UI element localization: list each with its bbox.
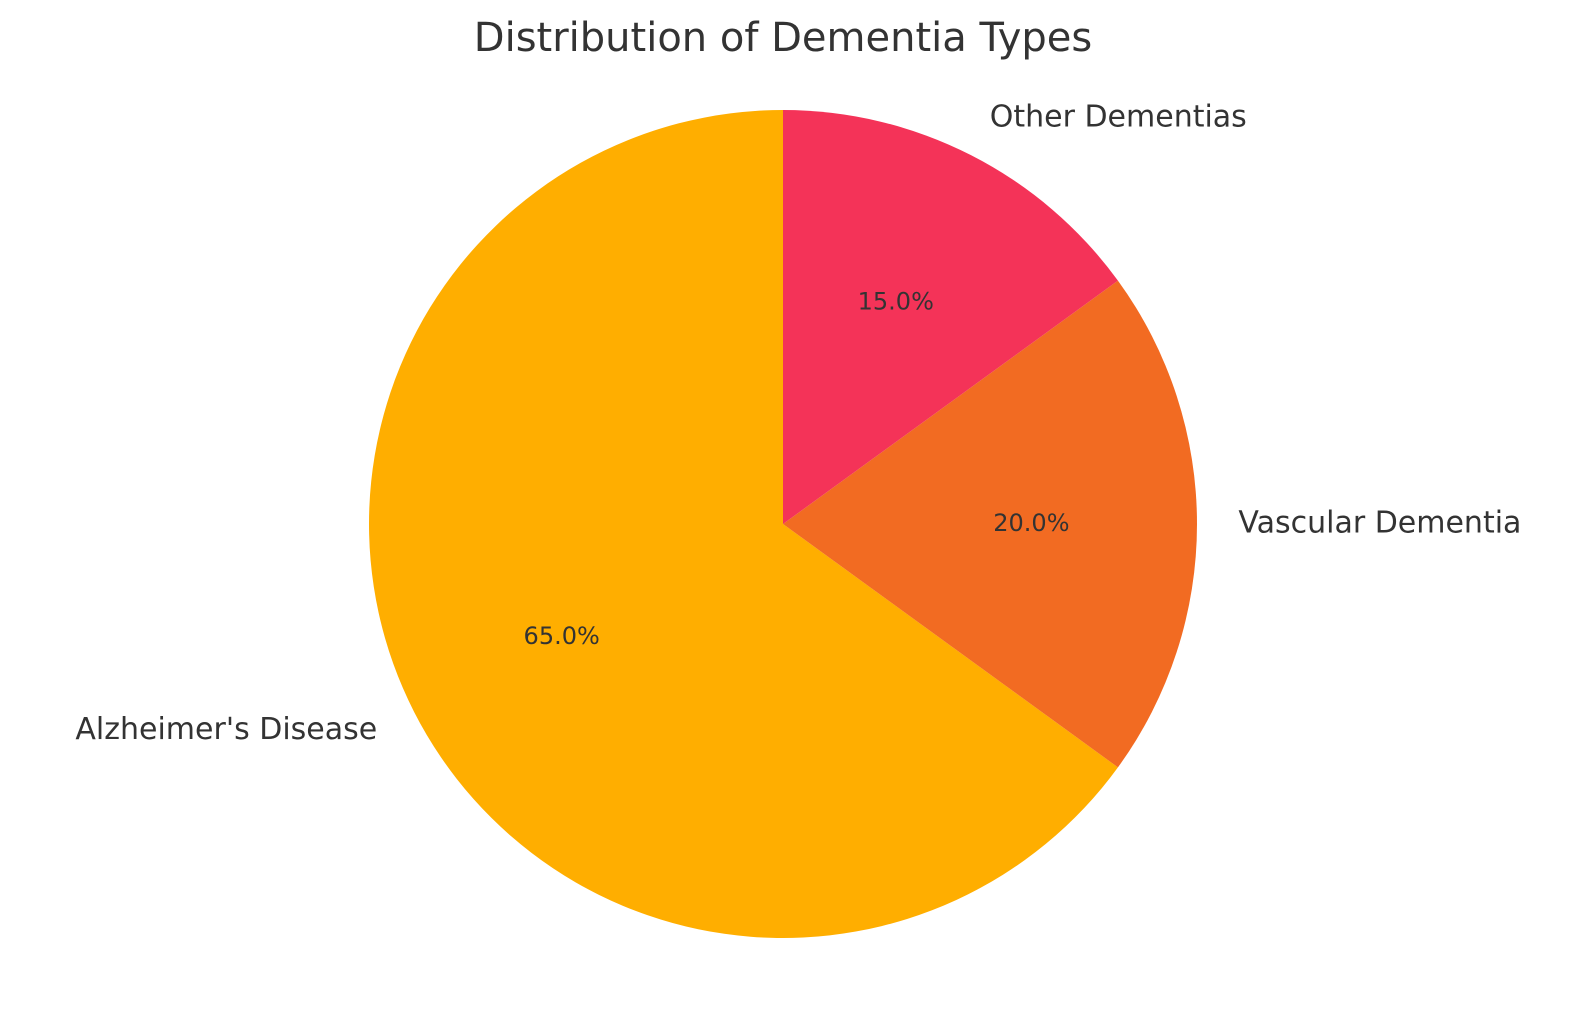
slice-label: Other Dementias xyxy=(990,100,1247,135)
pie-slice xyxy=(368,110,1118,938)
pie-slice xyxy=(783,110,1118,524)
value-label: 15.0% xyxy=(858,288,934,316)
value-label: 65.0% xyxy=(524,622,600,650)
value-label: 20.0% xyxy=(993,509,1069,537)
chart-title: Distribution of Dementia Types xyxy=(474,15,1092,61)
pie-slice xyxy=(783,280,1197,768)
slice-label: Alzheimer's Disease xyxy=(75,712,377,747)
slice-label: Vascular Dementia xyxy=(1238,506,1521,541)
